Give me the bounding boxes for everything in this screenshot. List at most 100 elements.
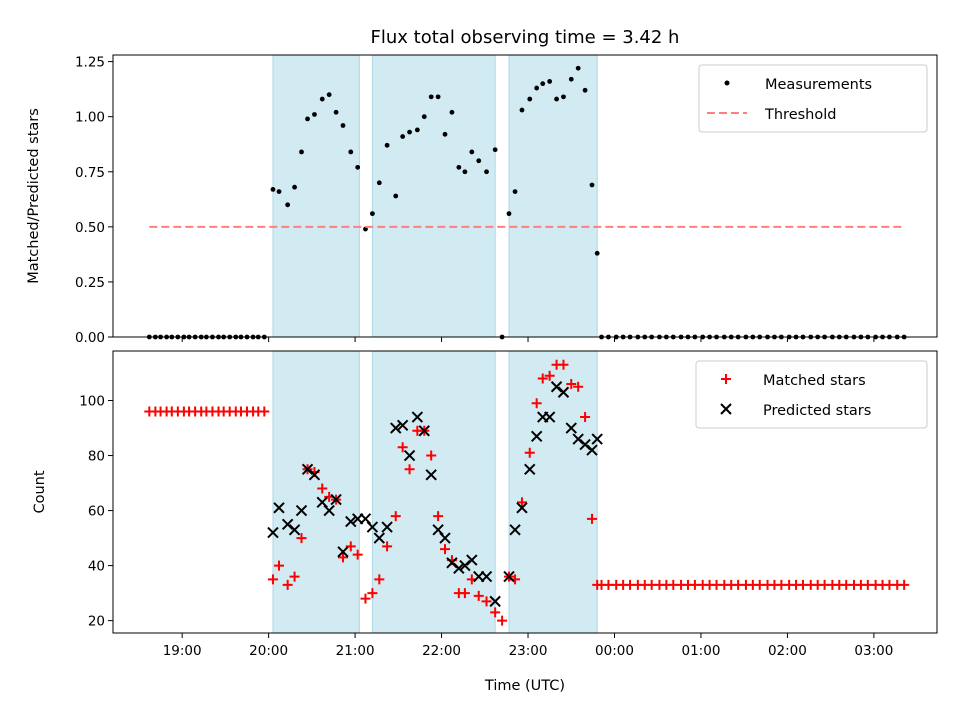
predicted-stars-point [446, 557, 458, 569]
predicted-stars-point [516, 502, 528, 514]
matched-stars-point [282, 579, 293, 590]
y-tick-label: 60 [88, 504, 105, 520]
predicted-stars-point [466, 554, 478, 566]
predicted-stars-point [557, 386, 570, 398]
matched-stars-point [490, 607, 501, 618]
matched-stars-point [352, 549, 363, 560]
matched-stars-point [433, 511, 444, 522]
predicted-stars-point [572, 433, 584, 445]
matched-stars-point [537, 373, 548, 384]
matched-stars-point [426, 450, 437, 461]
measurements-point [421, 114, 427, 120]
matched-stars-point [259, 406, 270, 417]
bottom-data-marks [144, 359, 910, 626]
x-axis-label: Time (UTC) [484, 678, 565, 694]
predicted-stars-point [308, 469, 321, 481]
measurements-point [292, 184, 297, 190]
top-y-axis: 0.00 0.25 0.50 0.75 1.00 1.25 [75, 55, 113, 346]
measurements-point [484, 169, 489, 175]
y-tick-label: 80 [88, 449, 105, 465]
predicted-stars-point [366, 521, 379, 533]
measurements-point [435, 94, 441, 100]
matched-stars-point [566, 379, 577, 390]
measurements-point [462, 169, 468, 175]
y-tick-label: 0.25 [75, 275, 105, 291]
predicted-stars-point [425, 469, 437, 481]
measurements-point [400, 134, 406, 139]
y-tick-label: 0.00 [75, 330, 105, 346]
x-tick-label: 00:00 [595, 643, 634, 659]
y-tick-label: 0.50 [75, 220, 105, 236]
measurements-point [589, 182, 595, 188]
shaded-interval [508, 54, 598, 338]
measurements-point [299, 149, 304, 155]
top-legend: Measurements Threshold [698, 64, 928, 133]
matched-stars-point [516, 497, 527, 508]
shaded-interval [371, 54, 496, 338]
x-tick-label: 22:00 [422, 643, 461, 659]
matched-stars-point [360, 593, 371, 604]
x-tick-label: 19:00 [163, 643, 202, 659]
measurements-point [312, 112, 317, 117]
chart-title: Flux total observing time = 3.42 h [371, 27, 680, 48]
predicted-stars-point [509, 524, 521, 536]
x-tick-label: 23:00 [509, 643, 548, 659]
measurements-point [575, 65, 581, 71]
predicted-stars-point [550, 381, 563, 393]
matched-stars-point [440, 544, 451, 555]
predicted-stars-point [330, 493, 342, 506]
predicted-stars-point [411, 411, 424, 423]
measurements-point [512, 189, 518, 194]
matched-stars-point [317, 483, 328, 494]
measurements-point [333, 109, 339, 115]
predicted-stars-point [480, 570, 493, 583]
predicted-stars-point [345, 515, 357, 528]
legend-label-threshold: Threshold [764, 107, 836, 123]
matched-stars-point [267, 574, 278, 585]
matched-stars-point [497, 615, 508, 626]
measurements-point [568, 76, 574, 82]
predicted-stars-point [565, 422, 577, 434]
shaded-interval [272, 54, 360, 338]
legend-marker-matched [721, 374, 731, 384]
shaded-interval [371, 350, 496, 634]
predicted-stars-point [524, 463, 536, 476]
predicted-stars-point [281, 518, 294, 531]
top-y-axis-label: Matched/Predicted stars [26, 108, 42, 284]
predicted-stars-point [373, 532, 386, 544]
legend-marker-predicted [720, 403, 732, 415]
measurements-point [270, 186, 276, 192]
measurements-point [527, 96, 533, 102]
predicted-stars-point [503, 570, 515, 583]
measurements-point [340, 123, 346, 128]
predicted-stars-point [579, 438, 591, 451]
predicted-stars-point [381, 521, 393, 533]
top-panel: 0.00 0.25 0.50 0.75 1.00 1.25 Matched/Predict… [26, 54, 938, 346]
predicted-stars-point [288, 524, 301, 536]
measurements-point [393, 193, 399, 199]
measurements-point [285, 202, 291, 208]
bottom-y-axis-label: Count [32, 470, 48, 513]
measurements-point [540, 81, 546, 87]
y-tick-label: 100 [79, 394, 105, 410]
predicted-stars-point [390, 422, 402, 434]
bottom-x-axis: 19:00 20:00 21:00 22:00 23:00 00:00 01:00 02:00… [163, 633, 893, 659]
legend-label-matched: Matched stars [763, 373, 866, 389]
y-tick-label: 40 [88, 559, 105, 575]
predicted-stars-point [323, 504, 335, 517]
measurements-point [561, 94, 566, 100]
legend-marker-measurements [724, 80, 730, 86]
predicted-stars-point [295, 504, 308, 517]
measurements-point [449, 109, 455, 115]
measurements-point [442, 131, 448, 137]
shaded-interval [272, 350, 360, 634]
legend-label-predicted: Predicted stars [763, 403, 871, 419]
measurements-point [407, 129, 412, 135]
y-tick-label: 0.75 [75, 165, 105, 181]
predicted-stars-point [403, 449, 416, 462]
x-tick-label: 02:00 [768, 643, 807, 659]
x-tick-label: 03:00 [854, 643, 893, 659]
predicted-stars-point [337, 546, 349, 558]
measurements-point [582, 87, 588, 93]
